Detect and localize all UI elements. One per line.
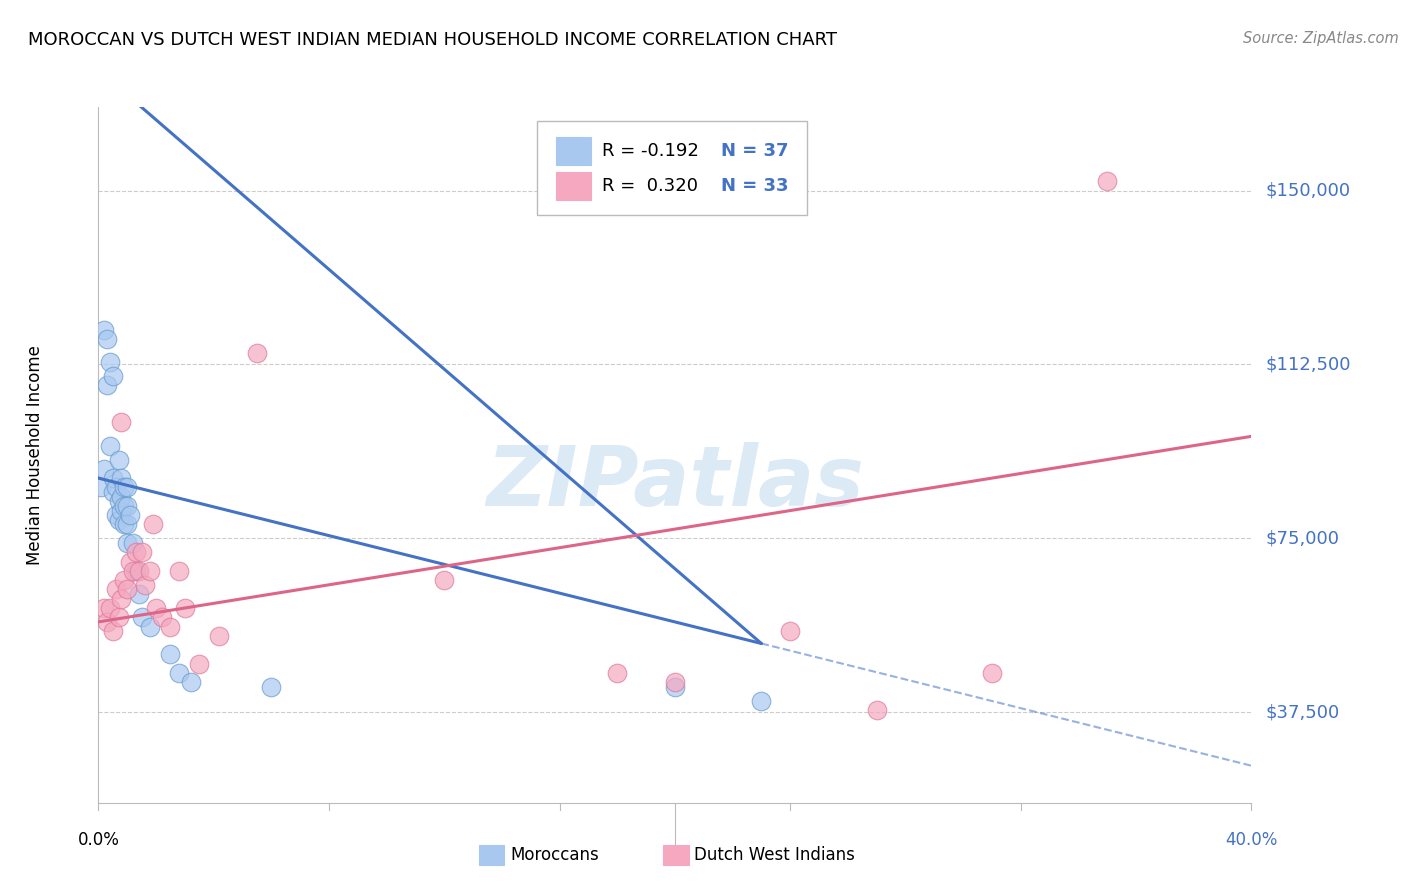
Text: ZIPatlas: ZIPatlas (486, 442, 863, 524)
Point (122, 564, 145, 578)
Point (167, 665, 190, 680)
Point (93, 323, 115, 337)
Point (188, 657, 211, 671)
Point (101, 369, 124, 384)
Point (107, 610, 129, 624)
Text: $150,000: $150,000 (1265, 182, 1350, 200)
Point (112, 480, 135, 494)
Point (150, 610, 173, 624)
Point (134, 578, 156, 592)
Point (866, 703, 889, 717)
Point (664, 675, 686, 690)
Point (159, 648, 181, 662)
Point (167, 564, 190, 578)
Point (433, 573, 456, 587)
Point (96, 615, 118, 629)
Text: Moroccans: Moroccans (510, 846, 599, 864)
Point (180, 675, 202, 690)
Point (110, 591, 132, 606)
Point (142, 517, 165, 532)
Text: R =  0.320: R = 0.320 (602, 177, 699, 194)
Point (120, 508, 142, 523)
Point (107, 452, 129, 467)
Point (260, 680, 283, 694)
Point (174, 601, 197, 615)
Point (128, 587, 150, 601)
Text: Source: ZipAtlas.com: Source: ZipAtlas.com (1243, 31, 1399, 46)
Point (246, 346, 269, 360)
Point (145, 601, 167, 615)
Point (122, 536, 145, 550)
Point (131, 610, 153, 624)
Point (117, 517, 138, 532)
Point (131, 545, 153, 559)
Point (125, 545, 148, 559)
Text: $75,000: $75,000 (1265, 530, 1340, 548)
Point (139, 564, 162, 578)
Point (112, 499, 135, 513)
Text: Median Household Income: Median Household Income (25, 345, 44, 565)
Point (110, 416, 132, 430)
Point (107, 494, 129, 508)
Point (110, 490, 132, 504)
Point (98, 355, 121, 369)
Point (101, 624, 124, 639)
Text: MOROCCAN VS DUTCH WEST INDIAN MEDIAN HOUSEHOLD INCOME CORRELATION CHART: MOROCCAN VS DUTCH WEST INDIAN MEDIAN HOU… (28, 31, 837, 49)
Point (98, 439, 121, 453)
Point (117, 582, 138, 597)
Point (117, 499, 138, 513)
Text: Dutch West Indians: Dutch West Indians (695, 846, 855, 864)
Point (117, 480, 138, 494)
Point (110, 471, 132, 485)
Point (1097, 174, 1119, 188)
Point (139, 619, 162, 633)
Text: N = 37: N = 37 (721, 142, 789, 160)
Point (117, 536, 138, 550)
Point (112, 517, 135, 532)
Point (101, 485, 124, 500)
Text: $112,500: $112,500 (1265, 356, 1351, 374)
Point (104, 480, 127, 494)
Point (93, 601, 115, 615)
FancyBboxPatch shape (537, 121, 807, 215)
Point (128, 564, 150, 578)
Point (112, 573, 135, 587)
Point (96, 332, 118, 346)
Point (93, 462, 115, 476)
Point (107, 513, 129, 527)
Point (96, 378, 118, 392)
Point (159, 619, 181, 633)
Bar (557, 172, 591, 200)
Bar (479, 846, 505, 864)
Point (120, 555, 142, 569)
Bar (557, 137, 591, 165)
Point (981, 665, 1004, 680)
Point (125, 564, 148, 578)
Bar (664, 846, 689, 864)
Point (101, 471, 124, 485)
Point (751, 694, 773, 708)
Point (779, 624, 801, 639)
Text: 0.0%: 0.0% (77, 830, 120, 848)
Text: 40.0%: 40.0% (1225, 830, 1278, 848)
Point (104, 582, 127, 597)
Point (110, 503, 132, 517)
Text: R = -0.192: R = -0.192 (602, 142, 699, 160)
Point (664, 680, 686, 694)
Point (606, 665, 628, 680)
Point (208, 629, 231, 643)
Point (104, 508, 127, 523)
Point (98, 601, 121, 615)
Text: N = 33: N = 33 (721, 177, 789, 194)
Point (90, 480, 112, 494)
Text: $37,500: $37,500 (1265, 704, 1340, 722)
